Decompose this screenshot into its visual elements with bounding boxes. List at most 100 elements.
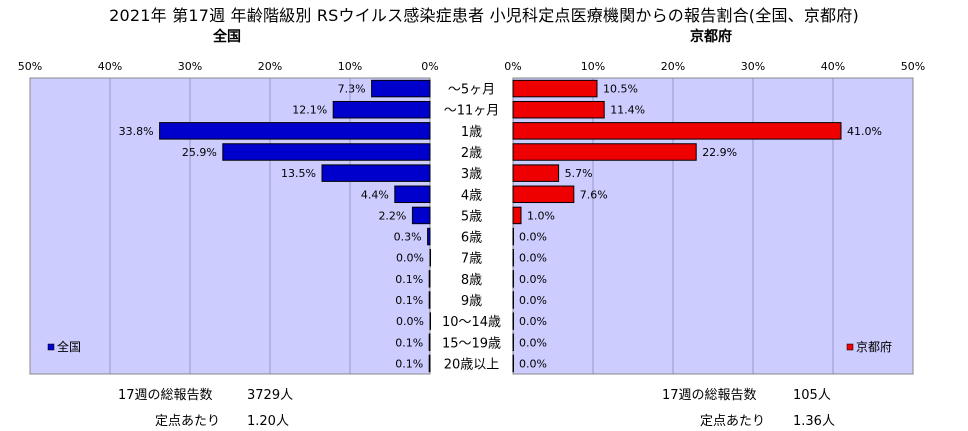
national-legend-swatch [47, 343, 55, 351]
category-label: 4歳 [461, 188, 482, 203]
national-bar [411, 206, 431, 225]
national-bar [332, 100, 431, 119]
kyoto-bar [512, 143, 697, 161]
category-label: 1歳 [461, 125, 482, 140]
national-bar [428, 354, 431, 373]
category-label: ～11ヶ月 [444, 104, 500, 119]
national-data-label: 0.1% [395, 336, 423, 349]
category-label: 6歳 [461, 231, 482, 246]
kyoto-plot-border [512, 77, 914, 375]
national-bar [394, 185, 431, 204]
national-bar [429, 248, 431, 267]
kyoto-bar [512, 270, 514, 288]
national-bar [429, 312, 431, 330]
kyoto-data-label: 11.4% [610, 104, 645, 117]
kyoto-data-label: 0.0% [519, 294, 547, 307]
national-bar [371, 79, 431, 98]
national-data-label: 12.1% [292, 104, 327, 117]
kyoto-legend-swatch [846, 343, 854, 351]
national-data-label: 0.1% [395, 294, 423, 307]
national-bar [428, 270, 431, 288]
kyoto-data-label: 0.0% [519, 315, 547, 328]
national-legend-label: 全国 [57, 339, 81, 354]
national-data-label: 0.1% [395, 273, 423, 286]
kyoto-bar [512, 312, 514, 330]
national-tick-label: 50% [18, 60, 42, 73]
national-data-label: 7.3% [338, 83, 366, 96]
kyoto-bar [512, 100, 605, 119]
category-label: 3歳 [461, 167, 482, 182]
kyoto-data-label: 0.0% [519, 252, 547, 265]
national-data-label: 4.4% [361, 188, 389, 201]
national-data-label: 0.1% [395, 357, 423, 370]
national-per-value: 1.20人 [247, 414, 289, 429]
national-data-label: 13.5% [281, 167, 316, 180]
kyoto-bar [512, 333, 514, 352]
category-label: 10～14歳 [442, 315, 501, 330]
kyoto-tick-label: 0% [504, 60, 521, 73]
kyoto-bar [512, 354, 514, 373]
national-total-label: 17週の総報告数 [118, 388, 213, 403]
kyoto-data-label: 0.0% [519, 336, 547, 349]
national-data-label: 2.2% [378, 209, 406, 222]
national-bar [159, 122, 431, 140]
kyoto-data-label: 0.0% [519, 273, 547, 286]
national-bar [321, 164, 431, 182]
kyoto-data-label: 0.0% [519, 357, 547, 370]
national-data-label: 0.0% [396, 252, 424, 265]
kyoto-data-label: 1.0% [527, 209, 555, 222]
kyoto-data-label: 5.7% [565, 167, 593, 180]
category-label: 15～19歳 [442, 336, 501, 351]
category-label: 7歳 [461, 252, 482, 267]
category-label: 8歳 [461, 273, 482, 288]
category-label: 20歳以上 [444, 357, 500, 372]
national-panel-title: 全国 [213, 29, 241, 45]
national-data-label: 0.0% [396, 315, 424, 328]
chart-title: 2021年 第17週 年齢階級別 RSウイルス感染症患者 小児科定点医療機関から… [109, 6, 859, 25]
kyoto-panel-title: 京都府 [690, 29, 732, 45]
kyoto-tick-label: 30% [741, 60, 765, 73]
national-tick-label: 40% [98, 60, 122, 73]
national-data-label: 33.8% [119, 125, 154, 138]
national-data-label: 25.9% [182, 146, 217, 159]
kyoto-bar [512, 185, 575, 204]
category-label: 9歳 [461, 294, 482, 309]
national-tick-label: 10% [338, 60, 362, 73]
national-total-value: 3729人 [247, 388, 294, 403]
kyoto-bar [512, 248, 514, 267]
category-label: 5歳 [461, 209, 482, 224]
kyoto-bar [512, 291, 514, 309]
kyoto-per-label: 定点あたり [700, 414, 766, 429]
kyoto-data-label: 22.9% [702, 146, 737, 159]
national-tick-label: 0% [421, 60, 438, 73]
national-bar [428, 291, 431, 309]
category-label: 2歳 [461, 146, 482, 161]
kyoto-bar [512, 122, 842, 140]
kyoto-data-label: 7.6% [580, 188, 608, 201]
national-per-label: 定点あたり [155, 414, 221, 429]
national-plot-border [29, 77, 431, 375]
kyoto-bar [512, 206, 522, 225]
category-label: ～5ヶ月 [448, 83, 495, 98]
national-tick-label: 30% [178, 60, 202, 73]
national-bar [427, 227, 431, 246]
kyoto-bar [512, 164, 560, 182]
kyoto-tick-label: 50% [901, 60, 925, 73]
kyoto-total-value: 105人 [793, 388, 831, 403]
kyoto-data-label: 41.0% [847, 125, 882, 138]
kyoto-data-label: 10.5% [603, 83, 638, 96]
kyoto-bar [512, 227, 514, 246]
kyoto-per-value: 1.36人 [793, 414, 835, 429]
kyoto-total-label: 17週の総報告数 [662, 388, 757, 403]
kyoto-tick-label: 40% [821, 60, 845, 73]
national-bar [222, 143, 431, 161]
national-bar [428, 333, 431, 352]
kyoto-bar [512, 79, 598, 98]
kyoto-legend-label: 京都府 [856, 339, 892, 354]
kyoto-data-label: 0.0% [519, 231, 547, 244]
national-data-label: 0.3% [394, 231, 422, 244]
kyoto-tick-label: 10% [581, 60, 605, 73]
national-tick-label: 20% [258, 60, 282, 73]
